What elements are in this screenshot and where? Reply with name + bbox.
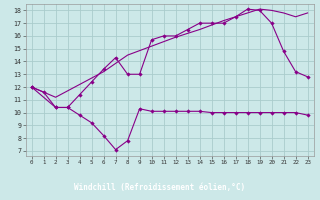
- Text: Windchill (Refroidissement éolien,°C): Windchill (Refroidissement éolien,°C): [75, 183, 245, 192]
